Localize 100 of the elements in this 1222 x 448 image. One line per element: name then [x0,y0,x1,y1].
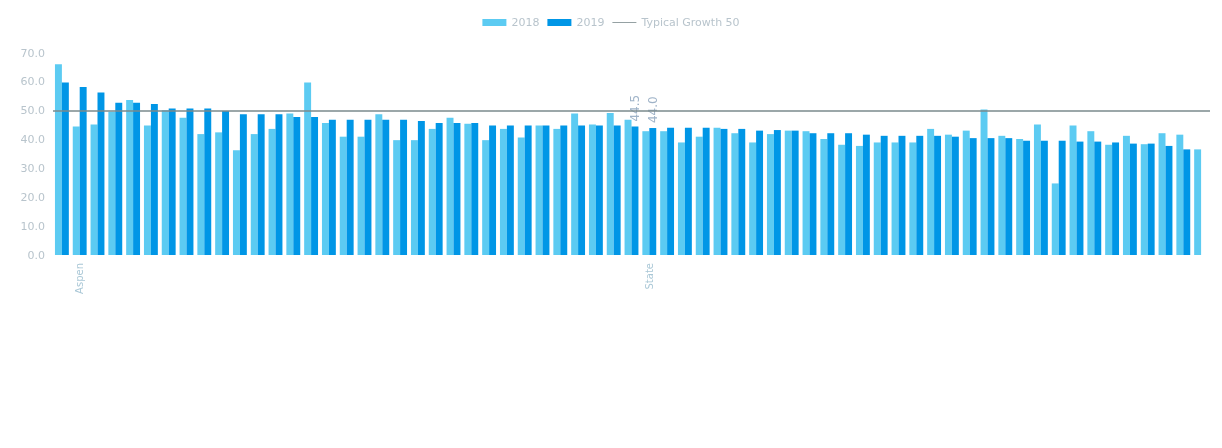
bar [410,140,418,255]
bar [489,125,497,255]
bar [346,119,354,255]
bar [417,121,425,255]
bar [1194,149,1202,255]
bar [1094,141,1102,255]
bar [535,125,543,255]
y-tick-label: 70.0 [20,46,45,60]
bar [1129,143,1137,255]
bar [268,128,276,255]
bar [927,128,935,255]
bar [1051,183,1059,255]
bar [506,125,514,255]
bar [321,123,329,255]
data-label: 44.5 [627,94,642,122]
bar [1016,138,1024,255]
bar [126,100,134,255]
bar [1058,140,1066,255]
bar [855,145,863,255]
bar [677,142,685,255]
bar [375,114,383,255]
bar [684,127,692,255]
bar [328,119,336,255]
bar [311,117,319,255]
bar [464,123,472,255]
y-tick-label: 20.0 [20,190,45,204]
bar [909,142,917,255]
bar [293,117,301,255]
bar [108,111,116,255]
bar [1087,131,1095,255]
bar [980,109,988,255]
bar [934,135,942,255]
bar [446,117,454,255]
bar [962,130,970,255]
bar [802,131,810,255]
bar [54,64,62,255]
bar [578,125,586,255]
bar [72,126,80,255]
legend-label: Typical Growth 50 [640,16,740,29]
bar [969,138,977,255]
bar [168,108,176,255]
x-tick-label: State [643,263,655,290]
bar [1033,124,1041,255]
bar [738,128,746,255]
bar [197,134,205,255]
bar [1176,134,1184,255]
bar [713,127,721,255]
bar [435,123,443,255]
bar [873,142,881,255]
bar [1023,140,1031,255]
bar [784,130,792,255]
bar [357,136,365,255]
bar [1069,125,1077,255]
bar [606,113,614,255]
bar [400,119,408,255]
bar [524,125,532,255]
bar [61,82,69,255]
bar [257,114,265,255]
bar [239,114,247,255]
bar [1040,140,1048,255]
bar [115,102,123,255]
bar [588,124,596,255]
bar [90,124,98,255]
bar [482,140,490,255]
bar [838,144,846,255]
bar [595,125,603,255]
bar [731,133,739,255]
y-tick-label: 60.0 [20,75,45,89]
bar [79,87,87,255]
bar [791,130,799,255]
y-tick-label: 50.0 [20,104,45,118]
bar [998,135,1006,255]
bar [215,132,223,255]
bar [766,134,774,255]
bar [749,142,757,255]
bar [695,136,703,255]
bar [827,133,835,255]
data-label: 44.0 [645,96,660,124]
bar [845,133,853,255]
bar [571,113,579,255]
y-tick-label: 40.0 [20,133,45,147]
bar [944,134,952,255]
bar [150,104,158,255]
bar [624,119,632,255]
y-tick-label: 0.0 [27,248,45,262]
bar [1005,138,1013,255]
bar [161,110,169,255]
bar [393,140,401,255]
bar [471,123,479,255]
legend-label: 2019 [576,16,605,29]
bar [649,128,657,255]
bar [499,128,507,255]
bar [613,125,621,255]
bar [204,108,212,255]
bar [232,150,240,255]
bar [916,135,924,255]
bar [773,130,781,255]
bar [756,130,764,255]
bar [642,131,650,255]
bar [222,111,230,255]
